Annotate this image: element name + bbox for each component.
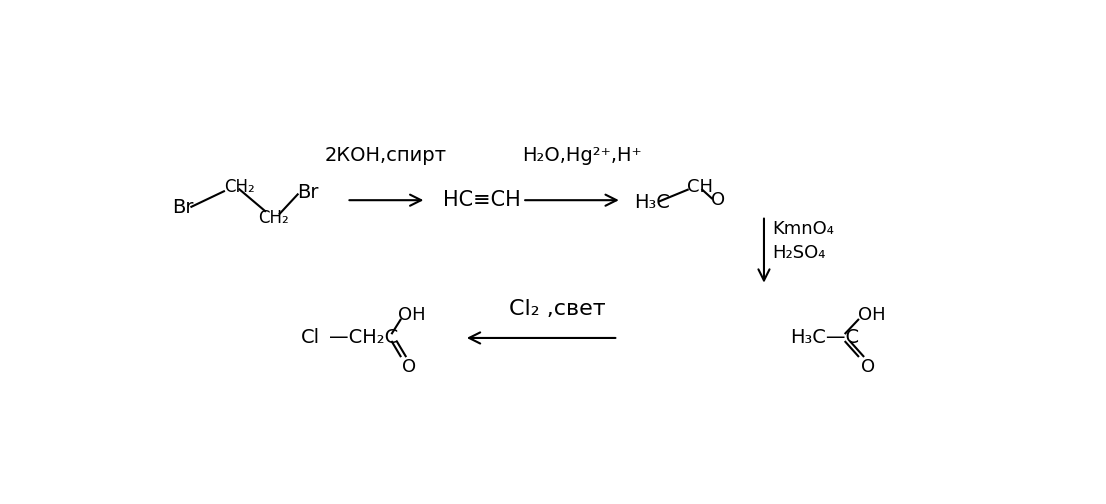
- Text: Cl: Cl: [301, 329, 321, 347]
- Text: O: O: [403, 358, 416, 376]
- Text: Cl₂ ,свет: Cl₂ ,свет: [509, 299, 605, 319]
- Text: CH₂: CH₂: [258, 209, 289, 227]
- Text: CH: CH: [687, 177, 713, 196]
- Text: —CH₂C: —CH₂C: [328, 329, 398, 347]
- Text: HC≡CH: HC≡CH: [444, 190, 521, 210]
- Text: OH: OH: [398, 305, 426, 324]
- Text: OH: OH: [858, 305, 886, 324]
- Text: Br: Br: [173, 199, 194, 217]
- Text: O: O: [860, 358, 875, 376]
- Text: H₂O,Hg²⁺,H⁺: H₂O,Hg²⁺,H⁺: [522, 146, 641, 165]
- Text: H₃C—C: H₃C—C: [790, 329, 858, 347]
- Text: Br: Br: [296, 183, 319, 202]
- Text: O: O: [711, 191, 724, 209]
- Text: KmnO₄: KmnO₄: [772, 220, 834, 238]
- Text: CH₂: CH₂: [223, 177, 254, 196]
- Text: H₂SO₄: H₂SO₄: [772, 243, 826, 262]
- Text: H₃C: H₃C: [634, 193, 669, 212]
- Text: 2КОН,спирт: 2КОН,спирт: [325, 146, 447, 165]
